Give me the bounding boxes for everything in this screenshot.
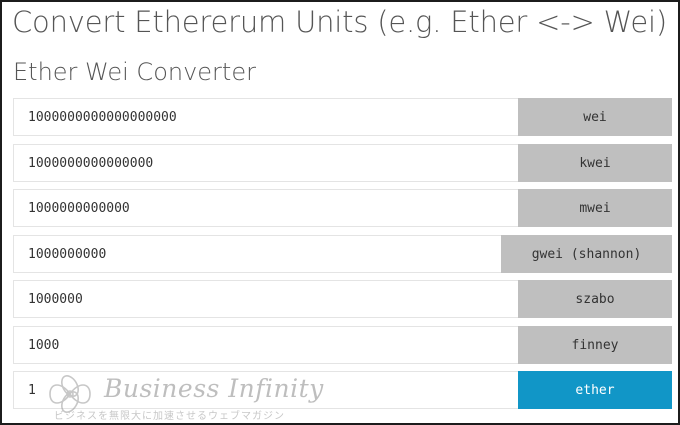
mwei-input[interactable] bbox=[13, 189, 518, 227]
finney-unit-button[interactable]: finney bbox=[518, 326, 672, 364]
converter-row-mwei: mwei bbox=[13, 189, 672, 227]
gwei-input[interactable] bbox=[13, 235, 501, 273]
kwei-input[interactable] bbox=[13, 144, 518, 182]
section-title: Ether Wei Converter bbox=[13, 58, 256, 86]
ether-unit-button[interactable]: ether bbox=[518, 371, 672, 409]
converter-row-gwei: gwei (shannon) bbox=[13, 235, 672, 273]
ether-input[interactable] bbox=[13, 371, 518, 409]
wei-unit-button[interactable]: wei bbox=[518, 98, 672, 136]
mwei-unit-button[interactable]: mwei bbox=[518, 189, 672, 227]
converter-row-finney: finney bbox=[13, 326, 672, 364]
converter-row-kwei: kwei bbox=[13, 144, 672, 182]
converter-row-szabo: szabo bbox=[13, 280, 672, 318]
watermark-tagline: ビジネスを無限大に加速させるウェブマガジン bbox=[54, 411, 285, 422]
page-title: Convert Ethererum Units (e.g. Ether <-> … bbox=[12, 5, 667, 39]
finney-input[interactable] bbox=[13, 326, 518, 364]
szabo-input[interactable] bbox=[13, 280, 518, 318]
wei-input[interactable] bbox=[13, 98, 518, 136]
szabo-unit-button[interactable]: szabo bbox=[518, 280, 672, 318]
kwei-unit-button[interactable]: kwei bbox=[518, 144, 672, 182]
converter-row-ether: ether bbox=[13, 371, 672, 409]
gwei-unit-button[interactable]: gwei (shannon) bbox=[501, 235, 672, 273]
converter-row-wei: wei bbox=[13, 98, 672, 136]
